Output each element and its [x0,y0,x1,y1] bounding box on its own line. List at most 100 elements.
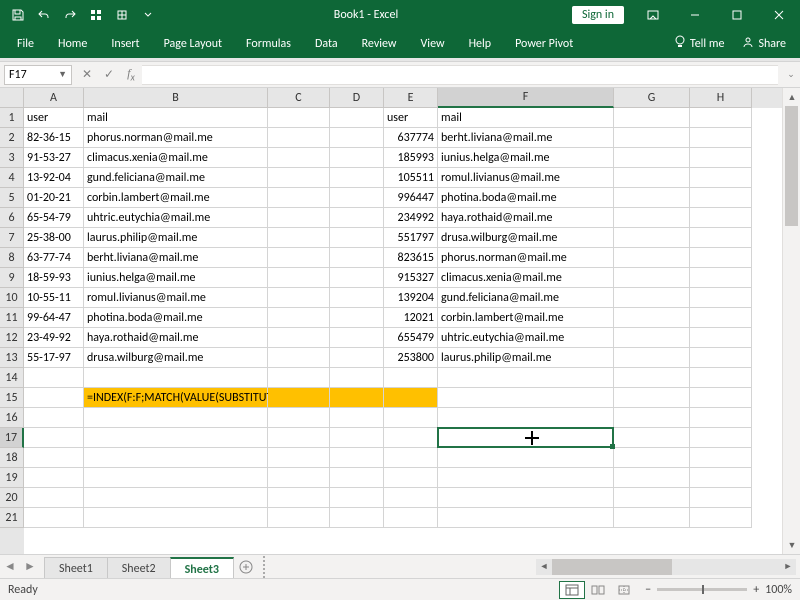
cell-B12[interactable]: haya.rothaid@mail.me [84,328,268,348]
cell-E7[interactable]: 551797 [384,228,438,248]
cell-G13[interactable] [614,348,690,368]
row-header-14[interactable]: 14 [0,368,24,388]
cell-G7[interactable] [614,228,690,248]
cell-F5[interactable]: photina.boda@mail.me [438,188,614,208]
cell-C7[interactable] [268,228,330,248]
row-header-4[interactable]: 4 [0,168,24,188]
col-header-C[interactable]: C [268,88,330,108]
cell-G6[interactable] [614,208,690,228]
row-header-1[interactable]: 1 [0,108,24,128]
select-all-corner[interactable] [0,88,24,108]
row-header-17[interactable]: 17 [0,428,24,448]
cell-E11[interactable]: 12021 [384,308,438,328]
cell-B8[interactable]: berht.liviana@mail.me [84,248,268,268]
cell-A1[interactable]: user [24,108,84,128]
cell-F18[interactable] [438,448,614,468]
cell-F10[interactable]: gund.feliciana@mail.me [438,288,614,308]
cell-F12[interactable]: uhtric.eutychia@mail.me [438,328,614,348]
cell-D15[interactable] [330,388,384,408]
cell-H7[interactable] [690,228,752,248]
cell-G9[interactable] [614,268,690,288]
row-header-5[interactable]: 5 [0,188,24,208]
col-header-E[interactable]: E [384,88,438,108]
cell-B9[interactable]: iunius.helga@mail.me [84,268,268,288]
row-header-20[interactable]: 20 [0,488,24,508]
cell-C14[interactable] [268,368,330,388]
cell-G21[interactable] [614,508,690,528]
cell-C18[interactable] [268,448,330,468]
cell-H19[interactable] [690,468,752,488]
cell-D2[interactable] [330,128,384,148]
col-header-D[interactable]: D [330,88,384,108]
cell-C10[interactable] [268,288,330,308]
row-header-11[interactable]: 11 [0,308,24,328]
cell-A7[interactable]: 25-38-00 [24,228,84,248]
cell-D16[interactable] [330,408,384,428]
cell-F16[interactable] [438,408,614,428]
cell-A15[interactable] [24,388,84,408]
row-header-10[interactable]: 10 [0,288,24,308]
cell-E9[interactable]: 915327 [384,268,438,288]
cell-B19[interactable] [84,468,268,488]
cell-F13[interactable]: laurus.philip@mail.me [438,348,614,368]
vscroll-thumb[interactable] [785,106,798,226]
cell-E17[interactable] [384,428,438,448]
tab-file[interactable]: File [6,31,45,57]
cells-area[interactable]: usermailusermail82-36-15phorus.norman@ma… [24,108,782,554]
row-header-19[interactable]: 19 [0,468,24,488]
cell-A10[interactable]: 10-55-11 [24,288,84,308]
cell-D5[interactable] [330,188,384,208]
cell-E4[interactable]: 105511 [384,168,438,188]
cell-G17[interactable] [614,428,690,448]
cell-C4[interactable] [268,168,330,188]
row-header-8[interactable]: 8 [0,248,24,268]
sheet-nav-prev-icon[interactable]: ◄ [0,556,20,578]
tab-data[interactable]: Data [304,31,349,57]
cell-D1[interactable] [330,108,384,128]
cell-G2[interactable] [614,128,690,148]
cell-D21[interactable] [330,508,384,528]
cell-F6[interactable]: haya.rothaid@mail.me [438,208,614,228]
zoom-out-button[interactable]: − [645,583,651,597]
cell-A6[interactable]: 65-54-79 [24,208,84,228]
cell-D7[interactable] [330,228,384,248]
cell-D9[interactable] [330,268,384,288]
col-header-H[interactable]: H [690,88,752,108]
cancel-formula-icon[interactable]: ✕ [76,64,98,86]
cell-A18[interactable] [24,448,84,468]
cell-E21[interactable] [384,508,438,528]
cell-A19[interactable] [24,468,84,488]
cell-G4[interactable] [614,168,690,188]
cell-H1[interactable] [690,108,752,128]
share-button[interactable]: Share [734,32,794,56]
formula-input[interactable] [142,65,778,85]
row-header-9[interactable]: 9 [0,268,24,288]
cell-F3[interactable]: iunius.helga@mail.me [438,148,614,168]
minimize-button[interactable] [674,0,716,30]
column-headers[interactable]: ABCDEFGH [24,88,782,108]
row-header-12[interactable]: 12 [0,328,24,348]
signin-button[interactable]: Sign in [572,6,624,24]
vscroll-track[interactable] [785,106,798,536]
tab-powerpivot[interactable]: Power Pivot [504,31,584,57]
cell-H8[interactable] [690,248,752,268]
cell-H15[interactable] [690,388,752,408]
row-header-13[interactable]: 13 [0,348,24,368]
cell-H5[interactable] [690,188,752,208]
cell-F17[interactable] [438,428,614,448]
cell-D4[interactable] [330,168,384,188]
save-icon[interactable] [6,3,30,27]
cell-B1[interactable]: mail [84,108,268,128]
cell-E5[interactable]: 996447 [384,188,438,208]
expand-formula-bar-icon[interactable]: ⌄ [782,69,800,80]
cell-F8[interactable]: phorus.norman@mail.me [438,248,614,268]
cell-H4[interactable] [690,168,752,188]
cell-B16[interactable] [84,408,268,428]
cell-H18[interactable] [690,448,752,468]
cell-C17[interactable] [268,428,330,448]
cell-F11[interactable]: corbin.lambert@mail.me [438,308,614,328]
vertical-scrollbar[interactable]: ▲ ▼ [782,88,800,554]
row-header-15[interactable]: 15 [0,388,24,408]
cell-H21[interactable] [690,508,752,528]
cell-C19[interactable] [268,468,330,488]
